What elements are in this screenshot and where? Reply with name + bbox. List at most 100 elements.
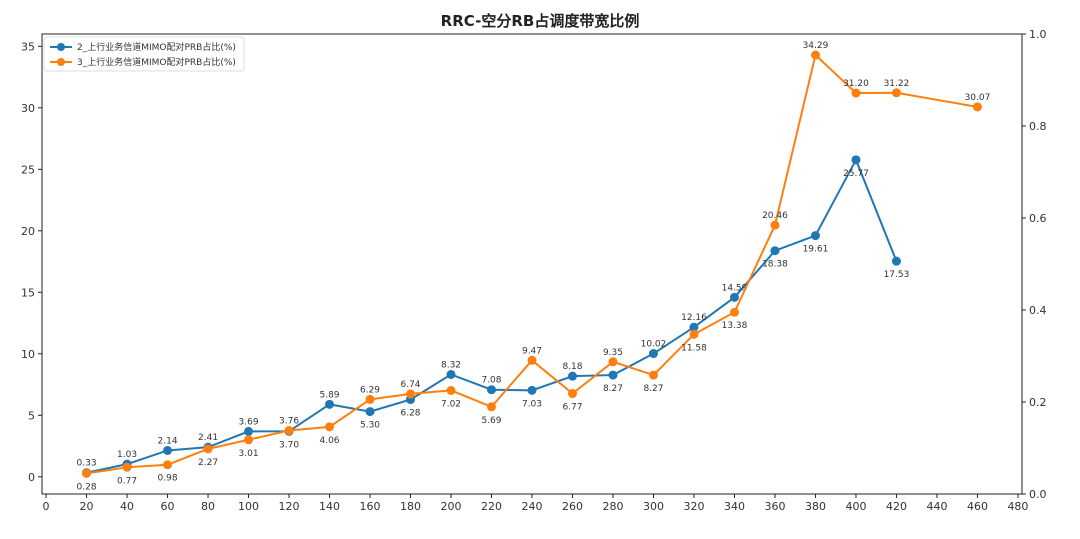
data-point [365, 394, 375, 404]
x-tick-label: 400 [845, 500, 866, 513]
data-label: 0.28 [77, 482, 97, 492]
plot-area [41, 33, 1023, 495]
y2-tick-label: 0.2 [1029, 396, 1047, 409]
data-point [163, 445, 173, 455]
data-point [244, 426, 254, 436]
data-label: 19.61 [803, 245, 829, 255]
data-point [284, 426, 294, 436]
data-label: 17.53 [884, 270, 910, 280]
data-label: 8.27 [643, 384, 663, 394]
data-label: 9.35 [603, 348, 623, 358]
data-point [82, 468, 92, 478]
data-label: 6.28 [400, 409, 420, 419]
data-point [608, 370, 618, 380]
y2-tick-label: 0.8 [1029, 120, 1047, 133]
x-tick-label: 320 [683, 500, 704, 513]
data-point [851, 155, 861, 165]
y-tick-label: 20 [21, 225, 35, 238]
data-label: 20.46 [762, 211, 788, 221]
x-tick-label: 380 [805, 500, 826, 513]
data-point [527, 355, 537, 365]
series-2: 0.33 1.03 2.14 2.41 3.69 3.70 5.89 5.30 6.28 8.32… [77, 155, 910, 478]
data-point [770, 220, 780, 230]
data-label: 13.38 [722, 321, 748, 331]
data-label: 6.74 [400, 380, 420, 390]
data-label: 10.02 [641, 340, 667, 350]
data-label: 2.41 [198, 433, 218, 443]
data-point [729, 292, 739, 302]
data-point [325, 422, 335, 432]
data-point [648, 370, 658, 380]
data-label: 0.77 [117, 476, 137, 486]
x-tick-label: 360 [764, 500, 785, 513]
data-label: 1.03 [117, 450, 137, 460]
data-point [203, 444, 213, 454]
data-point [891, 256, 901, 266]
x-tick-label: 160 [360, 500, 381, 513]
data-label: 5.30 [360, 421, 380, 431]
data-label: 9.47 [522, 346, 542, 356]
x-tick-label: 240 [522, 500, 543, 513]
x-tick-label: 280 [602, 500, 623, 513]
data-label: 0.33 [77, 459, 97, 469]
data-label: 7.03 [522, 399, 542, 409]
data-label: 6.77 [562, 403, 582, 413]
data-label: 0.98 [158, 474, 178, 484]
data-label: 18.38 [762, 260, 788, 270]
data-point [972, 102, 982, 112]
x-tick-label: 0 [43, 500, 50, 513]
x-tick-label: 80 [201, 500, 215, 513]
series-line [86, 53, 978, 475]
data-label: 8.32 [441, 360, 461, 370]
y-tick-label: 15 [21, 286, 35, 299]
data-label: 14.59 [722, 283, 748, 293]
data-label: 30.07 [965, 93, 991, 103]
y2-tick-label: 0.0 [1029, 488, 1047, 501]
data-label: 3.01 [239, 449, 259, 459]
x-tick-label: 460 [967, 500, 988, 513]
data-point [567, 389, 577, 399]
x-tick-label: 260 [562, 500, 583, 513]
y2-tick-label: 0.4 [1029, 304, 1047, 317]
data-point [446, 385, 456, 395]
data-point [770, 246, 780, 256]
x-tick-label: 60 [161, 500, 175, 513]
x-tick-label: 300 [643, 500, 664, 513]
data-point [810, 50, 820, 60]
data-point [689, 329, 699, 339]
data-label: 31.22 [884, 79, 910, 89]
data-point [163, 460, 173, 470]
data-point [446, 369, 456, 379]
data-label: 3.76 [279, 417, 299, 427]
data-label: 11.58 [681, 343, 707, 353]
data-point [487, 402, 497, 412]
x-tick-label: 20 [80, 500, 94, 513]
data-label: 8.27 [603, 384, 623, 394]
legend: 2_上行业务信道MIMO配对PRB占比(%) 3_上行业务信道MIMO配对PRB… [43, 36, 245, 72]
series-3: 0.28 0.77 0.98 2.27 3.01 3.76 4.06 6.29 6.74 7.02… [77, 41, 991, 492]
data-point [567, 371, 577, 381]
x-tick-label: 40 [120, 500, 134, 513]
legend-label-series-2: 2_上行业务信道MIMO配对PRB占比(%) [77, 41, 236, 53]
data-point [244, 435, 254, 445]
data-label: 3.70 [279, 440, 299, 450]
x-tick-label: 140 [319, 500, 340, 513]
data-point [406, 389, 416, 399]
data-point [527, 385, 537, 395]
y-tick-label: 25 [21, 163, 35, 176]
x-tick-label: 100 [238, 500, 259, 513]
data-point [648, 349, 658, 359]
data-point [122, 462, 132, 472]
x-tick-label: 420 [886, 500, 907, 513]
chart-title: RRC-空分RB占调度带宽比例 [441, 12, 640, 30]
data-label: 12.16 [681, 313, 707, 323]
data-label: 2.14 [158, 436, 178, 446]
data-point [810, 231, 820, 241]
data-label: 31.20 [843, 79, 869, 89]
y-tick-label: 35 [21, 40, 35, 53]
data-point [851, 88, 861, 98]
data-label: 2.27 [198, 458, 218, 468]
data-label: 8.18 [562, 362, 582, 372]
data-point [689, 322, 699, 332]
data-point [729, 307, 739, 317]
